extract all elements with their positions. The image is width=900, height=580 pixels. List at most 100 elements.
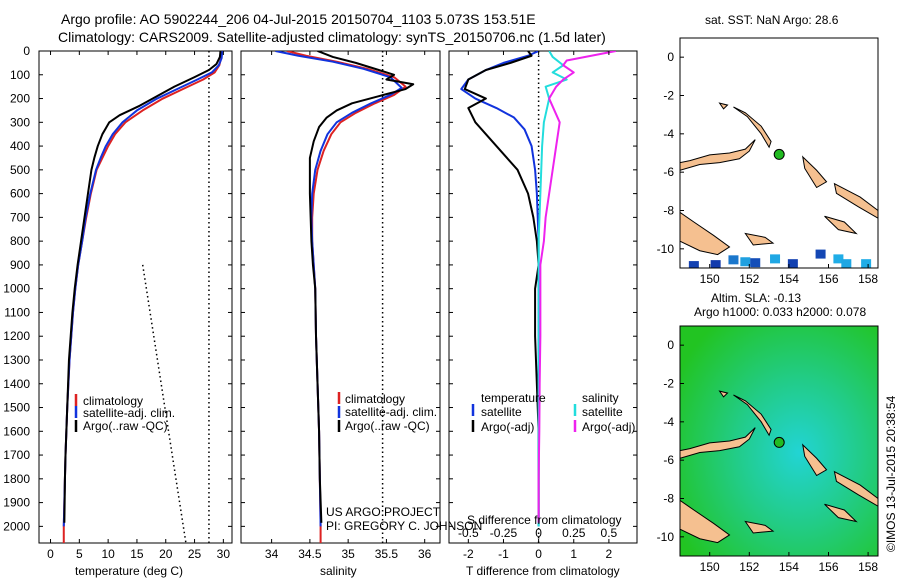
depth-tick-label: 1300 xyxy=(3,353,30,367)
series-line-argo xyxy=(308,51,415,523)
landmass xyxy=(733,394,772,437)
sst-map-title: sat. SST: NaN Argo: 28.6 xyxy=(705,13,839,27)
x-tick-label: 34.5 xyxy=(298,547,322,561)
sst-cell xyxy=(841,259,852,268)
map-y-tick-label: -10 xyxy=(657,242,675,256)
temperature-panel-frame xyxy=(38,50,233,544)
series-line-salinity_argo xyxy=(537,51,617,523)
imos-credit: ©IMOS 13-Jul-2015 20:38:54 xyxy=(884,395,898,552)
series-line-salinity_satellite xyxy=(537,51,568,527)
s-diff-tick-label: 0.5 xyxy=(601,526,618,540)
x-tick-label: 0 xyxy=(47,547,54,561)
depth-tick-label: 800 xyxy=(10,234,30,248)
sst-cell xyxy=(833,254,844,264)
sla-landmass xyxy=(680,390,878,544)
sst-cell xyxy=(750,258,761,268)
depth-tick-label: 600 xyxy=(10,187,30,201)
legend-label-t-satellite: satellite xyxy=(481,405,522,419)
depth-axis: 0 100 200 300 400 500 600 700 800 900 1000 1100 1200… xyxy=(3,44,637,533)
landmass xyxy=(680,139,756,171)
difference-axis-label: T difference from climatology xyxy=(466,564,620,578)
landmass xyxy=(802,443,828,477)
depth-tick-label: 500 xyxy=(10,163,30,177)
depth-tick-label: 1000 xyxy=(3,282,30,296)
depth-tick-label: 1700 xyxy=(3,448,30,462)
series-line-satellite xyxy=(62,51,224,527)
sst-cell xyxy=(688,261,699,268)
x-tick-label: 5 xyxy=(76,547,83,561)
sst-cell xyxy=(728,255,739,265)
landmass xyxy=(833,182,878,219)
difference-plot: -2 -1 0 1 2 -0.5 -0.25 0 0.25 0.5 xyxy=(458,51,618,561)
depth-tick-label: 2000 xyxy=(3,519,30,533)
depth-tick-label: 200 xyxy=(10,92,30,106)
sst-map-frame xyxy=(679,37,879,269)
x-tick-label: 2 xyxy=(606,547,613,561)
landmass xyxy=(680,211,731,256)
series-line-argo xyxy=(463,51,540,523)
salinity-legend: climatology satellite-adj. clim. Argo(..… xyxy=(337,392,437,433)
argo-float-marker xyxy=(773,148,785,160)
map-y-tick-label: -2 xyxy=(663,89,674,103)
landmass xyxy=(718,102,729,110)
argo-float-marker xyxy=(773,436,785,448)
sla-map-frame xyxy=(679,325,879,557)
landmass xyxy=(718,390,729,398)
depth-tick-label: 1800 xyxy=(3,472,30,486)
map-y-tick-label: -4 xyxy=(663,127,674,141)
landmass xyxy=(824,215,858,235)
map-y-tick-label: 0 xyxy=(667,338,674,352)
x-tick-label: 0 xyxy=(535,547,542,561)
x-tick-label: 34 xyxy=(265,547,279,561)
map-y-tick-label: -6 xyxy=(663,453,674,467)
series-line-satellite xyxy=(275,51,403,527)
salinity-axis-label: salinity xyxy=(320,564,357,578)
series-line-argo xyxy=(63,51,222,523)
s-diff-tick-label: 0.25 xyxy=(562,526,586,540)
pi-credit: PI: GREGORY C. JOHNSON xyxy=(326,519,482,533)
x-tick-label: 35.5 xyxy=(375,547,399,561)
legend-label-t-argo: Argo(-adj) xyxy=(481,420,534,434)
legend-heading-temperature: temperature xyxy=(481,391,546,405)
sst-cell xyxy=(787,259,798,268)
x-tick-label: -1 xyxy=(498,547,509,561)
salinity-panel-frame xyxy=(240,50,441,544)
map-x-tick-label: 152 xyxy=(739,560,759,574)
sst-cell xyxy=(861,259,872,268)
depth-tick-label: 300 xyxy=(10,115,30,129)
map-y-tick-label: -8 xyxy=(663,204,674,218)
legend-label-s-argo: Argo(-adj) xyxy=(582,420,635,434)
temperature-plot: 0 5 10 15 20 25 30 xyxy=(47,51,230,561)
map-x-tick-label: 154 xyxy=(779,560,799,574)
map-y-tick-label: -8 xyxy=(663,492,674,506)
depth-tick-label: 1500 xyxy=(3,401,30,415)
landmass xyxy=(680,427,756,459)
map-x-tick-label: 150 xyxy=(700,272,720,286)
sst-cell xyxy=(710,260,721,268)
series-line-satellite xyxy=(460,51,540,527)
legend-label-climatology: climatology xyxy=(83,394,143,408)
legend-label-argo: Argo(..raw -QC) xyxy=(83,419,168,433)
figure-title: Argo profile: AO 5902244_206 04-Jul-2015… xyxy=(61,11,536,27)
sst-map-axes: 150 152 154 156 158 0 -2 -4 -6 -8 -10 xyxy=(657,50,879,286)
map-x-tick-label: 152 xyxy=(739,272,759,286)
x-tick-label: 1 xyxy=(570,547,577,561)
depth-tick-label: 1600 xyxy=(3,424,30,438)
depth-tick-label: 1900 xyxy=(3,496,30,510)
map-x-tick-label: 158 xyxy=(858,560,878,574)
map-y-tick-label: -6 xyxy=(663,165,674,179)
reference-line xyxy=(141,264,187,543)
sst-landmass xyxy=(680,102,878,256)
legend-heading-salinity: salinity xyxy=(582,391,619,405)
landmass xyxy=(744,232,775,246)
project-credit: US ARGO PROJECT xyxy=(326,505,441,519)
map-x-tick-label: 158 xyxy=(858,272,878,286)
x-tick-label: 25 xyxy=(188,547,202,561)
x-tick-label: 20 xyxy=(159,547,173,561)
depth-tick-label: 700 xyxy=(10,210,30,224)
depth-tick-label: 400 xyxy=(10,139,30,153)
sst-cell xyxy=(770,254,781,264)
map-y-tick-label: -10 xyxy=(657,530,675,544)
legend-label-satellite: satellite-adj. clim. xyxy=(83,406,175,420)
depth-tick-label: 1400 xyxy=(3,377,30,391)
